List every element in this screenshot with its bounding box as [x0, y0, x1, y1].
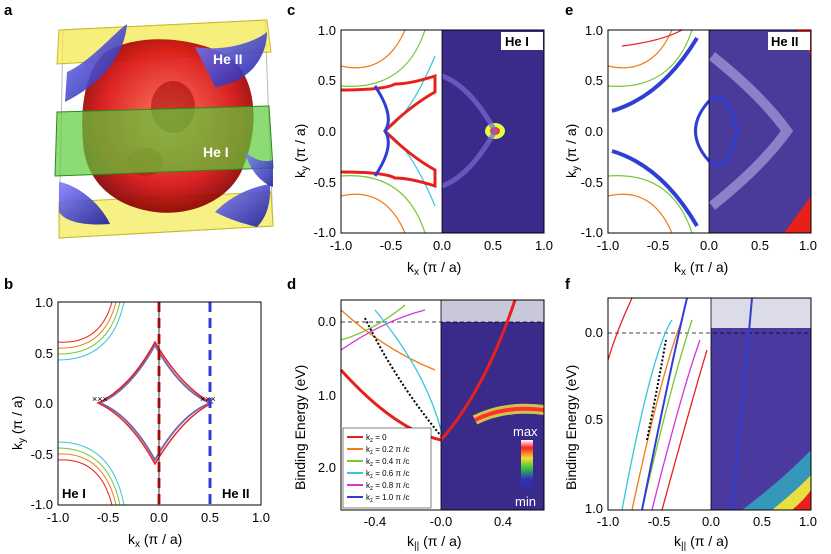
- y-tick: 1.0: [585, 501, 603, 516]
- y-tick: 0.0: [585, 124, 603, 139]
- legend-item: kz = 0.4 π /c: [366, 457, 409, 468]
- x-tick: -0.5: [647, 238, 669, 253]
- svg-text:×××: ×××: [92, 394, 108, 404]
- panel-letter-f: f: [565, 276, 570, 293]
- panel-letter-d: d: [287, 276, 297, 293]
- x-tick: -1.0: [47, 510, 69, 525]
- x-tick: -0.5: [648, 514, 670, 529]
- y-tick: -1.0: [31, 497, 53, 512]
- x-tick: 0.5: [201, 510, 219, 525]
- x-tick: -0.5: [97, 510, 119, 525]
- x-tick: 1.0: [535, 238, 553, 253]
- panel-f-ylabel: Binding Energy (eV): [563, 365, 579, 490]
- x-tick: 0.0: [433, 238, 451, 253]
- y-tick: 0.5: [35, 346, 53, 361]
- kz-legend: kz = 0 kz = 0.2 π /c kz = 0.4 π /c kz = …: [342, 427, 432, 509]
- y-tick: 0.0: [318, 314, 336, 329]
- y-tick: 0.0: [35, 396, 53, 411]
- blue-fermi-sheet: [65, 24, 127, 102]
- panel-c: He I -1.0 -0.5 0.0 0.5 1.0 1.0 0.5 0.0 -…: [292, 23, 553, 278]
- panel-b-ylabel: ky (π / a): [9, 396, 28, 450]
- x-tick: 0.5: [751, 238, 769, 253]
- panel-letter-e: e: [565, 2, 574, 19]
- legend-item: kz = 0.6 π /c: [366, 469, 409, 480]
- y-tick: 1.0: [35, 295, 53, 310]
- x-tick: -0.4: [364, 514, 386, 529]
- panel-b-he2-label: He II: [222, 486, 249, 501]
- panel-e-ylabel: ky (π / a): [563, 124, 582, 178]
- x-tick: 0.0: [150, 510, 168, 525]
- panel-letter-a: a: [4, 2, 13, 19]
- x-tick: 1.0: [799, 514, 817, 529]
- y-tick: 0.5: [585, 73, 603, 88]
- panel-letter-b: b: [4, 276, 14, 293]
- svg-text:×××: ×××: [200, 394, 216, 404]
- x-tick: 1.0: [252, 510, 270, 525]
- y-tick: -0.5: [581, 175, 603, 190]
- y-tick: 1.0: [585, 23, 603, 38]
- y-tick: -1.0: [314, 225, 336, 240]
- y-tick: 0.0: [585, 325, 603, 340]
- y-tick: 0.5: [318, 73, 336, 88]
- panel-b: ××× ××× He I He II -1.0 -0.5 0.0 0.5 1.0 …: [9, 295, 270, 550]
- y-tick: 0.0: [318, 124, 336, 139]
- panel-f: -1.0 -0.5 0.0 0.5 1.0 0.0 0.5 1.0 k|| (π…: [563, 297, 817, 552]
- colorbar: [521, 440, 533, 492]
- colorbar-min: min: [515, 494, 536, 509]
- panel-d-ylabel: Binding Energy (eV): [292, 365, 308, 490]
- panel-b-xlabel: kx (π / a): [128, 531, 182, 550]
- x-tick: 1.0: [799, 238, 817, 253]
- photon-source-tag: He I: [505, 34, 529, 49]
- panel-d: kz = 0 kz = 0.2 π /c kz = 0.4 π /c kz = …: [292, 299, 545, 552]
- he1-label: He I: [203, 144, 229, 160]
- legend-item: kz = 0.8 π /c: [366, 481, 409, 492]
- x-tick: -0.0: [430, 514, 452, 529]
- y-tick: 2.0: [318, 460, 336, 475]
- y-tick: -0.5: [31, 447, 53, 462]
- panel-c-ylabel: ky (π / a): [292, 124, 311, 178]
- panel-f-xlabel: k|| (π / a): [674, 533, 729, 552]
- y-tick: -0.5: [314, 175, 336, 190]
- panel-letter-c: c: [287, 2, 296, 19]
- panel-a-fermi-surface-3d: He II He I: [54, 19, 274, 239]
- x-tick: -1.0: [597, 514, 619, 529]
- legend-item: kz = 0.2 π /c: [366, 445, 409, 456]
- x-tick: -0.5: [380, 238, 402, 253]
- x-tick: -1.0: [597, 238, 619, 253]
- x-tick: 0.5: [484, 238, 502, 253]
- x-tick: 0.0: [702, 514, 720, 529]
- x-tick: 0.0: [700, 238, 718, 253]
- colorbar-max: max: [513, 424, 538, 439]
- panel-e-xlabel: kx (π / a): [674, 259, 728, 278]
- x-tick: -1.0: [330, 238, 352, 253]
- legend-item: kz = 1.0 π /c: [366, 493, 409, 504]
- he2-label: He II: [213, 51, 243, 67]
- panel-c-xlabel: kx (π / a): [407, 259, 461, 278]
- y-tick: -1.0: [581, 225, 603, 240]
- y-tick: 0.5: [585, 412, 603, 427]
- y-tick: 1.0: [318, 388, 336, 403]
- legend-item: kz = 0: [366, 433, 387, 444]
- y-tick: 1.0: [318, 23, 336, 38]
- x-tick: 0.5: [753, 514, 771, 529]
- panel-b-he1-label: He I: [62, 486, 86, 501]
- photon-source-tag: He II: [771, 34, 798, 49]
- panel-e: He II -1.0 -0.5 0.0 0.5 1.0 1.0 0.5 0.0 …: [563, 23, 817, 278]
- x-tick: 0.4: [494, 514, 512, 529]
- panel-d-xlabel: k|| (π / a): [407, 533, 462, 552]
